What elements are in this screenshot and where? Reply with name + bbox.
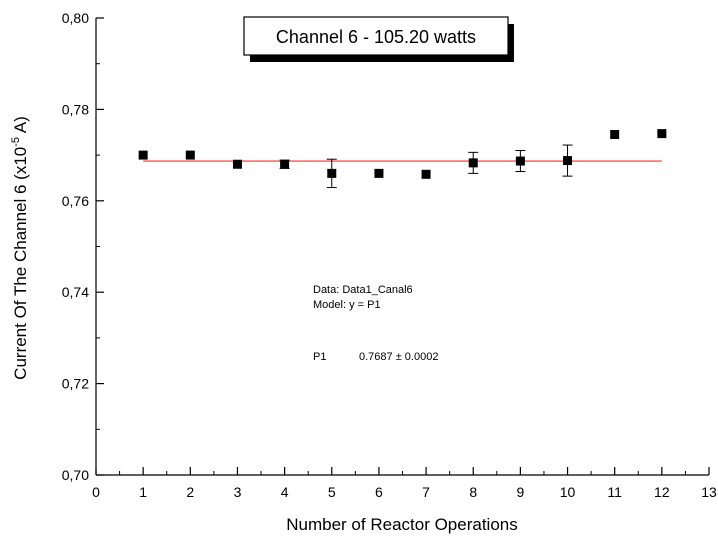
data-point	[563, 156, 573, 166]
data-point	[657, 129, 667, 139]
x-tick-label: 10	[560, 484, 576, 500]
x-tick-label: 6	[375, 484, 383, 500]
y-axis-label-prefix: Current Of The Channel 6 (x10	[11, 147, 30, 380]
annotation-param-name: P1	[313, 351, 326, 363]
x-ticks: 0 1 2 3 4 5 6 7 8 9 10 11 12 13	[92, 467, 717, 500]
x-tick-label: 13	[701, 484, 717, 500]
data-point	[610, 130, 620, 140]
data-points	[138, 129, 667, 179]
data-point	[515, 156, 525, 166]
error-bars	[279, 144, 573, 189]
y-ticks: 0,70 0,72 0,74 0,76 0,78 0,80	[62, 10, 104, 483]
y-tick-label: 0,80	[62, 10, 89, 26]
x-tick-label: 9	[516, 484, 524, 500]
data-point	[374, 168, 384, 178]
x-tick-label: 12	[654, 484, 670, 500]
annotation-data: Data: Data1_Canal6	[313, 284, 413, 296]
x-tick-label: 8	[469, 484, 477, 500]
data-point	[421, 169, 431, 179]
y-tick-label: 0,76	[62, 193, 89, 209]
x-tick-label: 1	[139, 484, 147, 500]
x-tick-label: 2	[186, 484, 194, 500]
x-tick-label: 11	[607, 484, 622, 500]
annotation-model: Model: y = P1	[313, 299, 381, 311]
data-point	[185, 150, 195, 160]
x-tick-label: 0	[92, 484, 100, 500]
data-point	[327, 168, 337, 178]
y-tick-label: 0,78	[62, 101, 89, 117]
x-tick-label: 4	[281, 484, 289, 500]
data-point	[138, 150, 148, 160]
x-axis-label: Number of Reactor Operations	[286, 515, 518, 534]
x-tick-label: 3	[234, 484, 242, 500]
chart-title: Channel 6 - 105.20 watts	[276, 27, 476, 47]
data-point	[232, 159, 242, 169]
y-axis-label-suffix: A)	[11, 116, 30, 137]
y-tick-label: 0,70	[62, 467, 89, 483]
y-axis-label-sup: -5	[10, 137, 22, 147]
y-axis-label: Current Of The Channel 6 (x10-5 A)	[10, 116, 30, 380]
x-tick-label: 7	[422, 484, 430, 500]
data-point	[280, 159, 290, 169]
data-point	[468, 158, 478, 168]
title-box	[243, 16, 509, 56]
y-tick-label: 0,72	[62, 376, 89, 392]
annotation-param-value: 0.7687 ± 0.0002	[359, 351, 438, 363]
y-tick-label: 0,74	[62, 284, 89, 300]
x-tick-label: 5	[328, 484, 336, 500]
